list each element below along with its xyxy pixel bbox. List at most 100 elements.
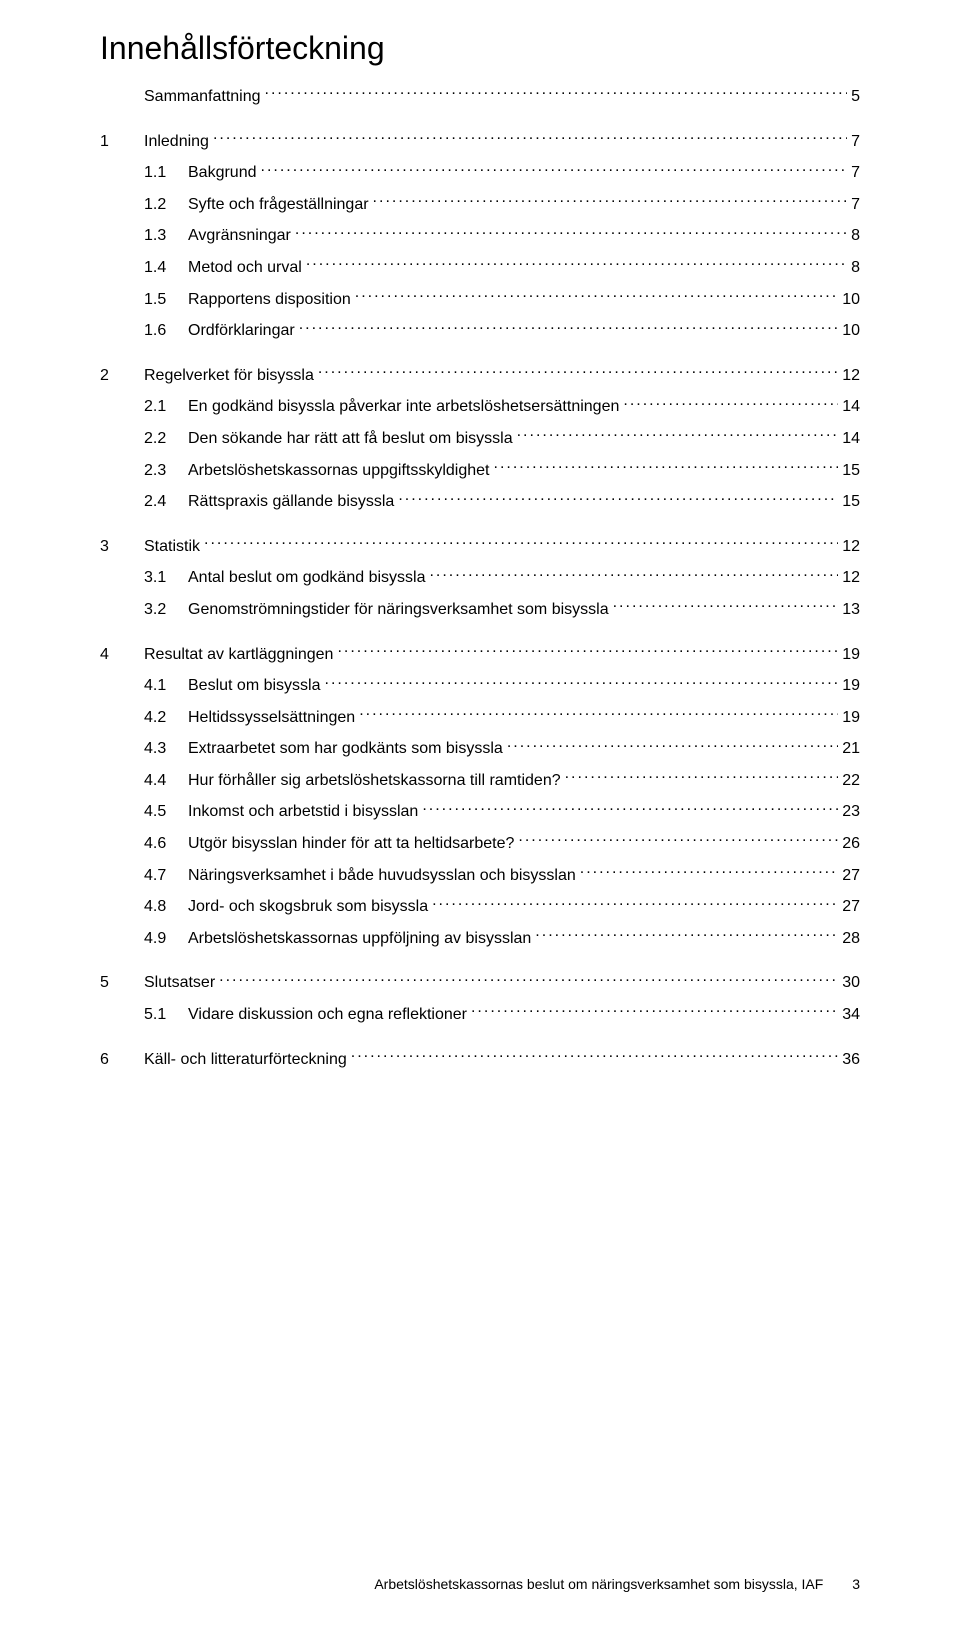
toc-leader-dots [373, 193, 848, 209]
toc-leader-dots [299, 319, 839, 335]
toc-page-number: 15 [842, 460, 860, 482]
table-of-contents: Sammanfattning51Inledning71.1Bakgrund71.… [100, 85, 860, 1070]
toc-page-number: 7 [851, 131, 860, 153]
toc-page-number: 19 [842, 675, 860, 697]
toc-number: 3.1 [144, 567, 188, 589]
toc-label: Hur förhåller sig arbetslöshetskassorna … [188, 770, 561, 792]
toc-number: 2 [100, 365, 144, 387]
toc-label: Ordförklaringar [188, 320, 295, 342]
toc-leader-dots [432, 895, 838, 911]
footer: Arbetslöshetskassornas beslut om närings… [374, 1576, 860, 1592]
toc-page-number: 7 [851, 194, 860, 216]
toc-row: 2.4Rättspraxis gällande bisyssla15 [100, 490, 860, 513]
toc-page-number: 36 [842, 1049, 860, 1071]
toc-label: Arbetslöshetskassornas uppgiftsskyldighe… [188, 460, 490, 482]
toc-page-number: 27 [842, 865, 860, 887]
toc-label: Jord- och skogsbruk som bisyssla [188, 896, 428, 918]
toc-row: 4.1Beslut om bisyssla 19 [100, 674, 860, 697]
toc-leader-dots [204, 535, 838, 551]
toc-leader-dots [494, 459, 839, 475]
toc-row: 4.8Jord- och skogsbruk som bisyssla 27 [100, 895, 860, 918]
toc-leader-dots [565, 769, 839, 785]
toc-section-group: 4Resultat av kartläggningen19 4.1Beslut o… [100, 643, 860, 950]
toc-leader-dots [355, 288, 838, 304]
toc-label: Extraarbetet som har godkänts som bisyss… [188, 738, 503, 760]
toc-label: Beslut om bisyssla [188, 675, 321, 697]
toc-number: 1.6 [144, 320, 188, 342]
toc-page-number: 19 [842, 707, 860, 729]
toc-number: 2.1 [144, 396, 188, 418]
toc-row: 1.5Rapportens disposition10 [100, 288, 860, 311]
toc-page-number: 8 [851, 225, 860, 247]
toc-page-number: 22 [842, 770, 860, 792]
toc-leader-dots [398, 490, 838, 506]
toc-leader-dots [325, 674, 839, 690]
toc-page-number: 27 [842, 896, 860, 918]
toc-number: 5.1 [144, 1004, 188, 1026]
toc-leader-dots [518, 832, 838, 848]
toc-label: Slutsatser [144, 972, 215, 994]
toc-page-number: 23 [842, 801, 860, 823]
toc-number: 3 [100, 536, 144, 558]
toc-label: Syfte och frågeställningar [188, 194, 369, 216]
toc-row: 3.2Genomströmningstider för näringsverks… [100, 598, 860, 621]
toc-leader-dots [507, 737, 838, 753]
toc-leader-dots [265, 85, 848, 101]
toc-leader-dots [295, 224, 847, 240]
toc-row: 1.3Avgränsningar 8 [100, 224, 860, 247]
toc-row: 4.5Inkomst och arbetstid i bisysslan23 [100, 800, 860, 823]
toc-leader-dots [213, 130, 847, 146]
toc-label: Genomströmningstider för näringsverksamh… [188, 599, 609, 621]
toc-page-number: 14 [842, 396, 860, 418]
toc-page-number: 34 [842, 1004, 860, 1026]
toc-page-number: 26 [842, 833, 860, 855]
toc-label: Rapportens disposition [188, 289, 351, 311]
toc-leader-dots [580, 864, 838, 880]
toc-section-group: 2Regelverket för bisyssla122.1En godkänd… [100, 364, 860, 513]
toc-section-group: Sammanfattning5 [100, 85, 860, 108]
toc-page-number: 19 [842, 644, 860, 666]
toc-row: 1.4Metod och urval8 [100, 256, 860, 279]
toc-row: 5Slutsatser 30 [100, 971, 860, 994]
toc-label: Rättspraxis gällande bisyssla [188, 491, 394, 513]
toc-number: 6 [100, 1049, 144, 1071]
toc-row: 4.2Heltidssysselsättningen19 [100, 706, 860, 729]
toc-label: Statistik [144, 536, 200, 558]
toc-section-group: 6Käll- och litteraturförteckning36 [100, 1048, 860, 1071]
toc-leader-dots [261, 161, 848, 177]
toc-page-number: 12 [842, 536, 860, 558]
toc-page-number: 8 [851, 257, 860, 279]
toc-row: 3Statistik 12 [100, 535, 860, 558]
toc-number: 4.6 [144, 833, 188, 855]
toc-number: 4.1 [144, 675, 188, 697]
toc-row: 4Resultat av kartläggningen19 [100, 643, 860, 666]
toc-page-number: 7 [851, 162, 860, 184]
toc-number: 5 [100, 972, 144, 994]
toc-number: 3.2 [144, 599, 188, 621]
toc-leader-dots [337, 643, 838, 659]
toc-number: 1 [100, 131, 144, 153]
toc-section-group: 1Inledning71.1Bakgrund71.2Syfte och fråg… [100, 130, 860, 342]
toc-row: 1.6Ordförklaringar10 [100, 319, 860, 342]
toc-page-number: 12 [842, 567, 860, 589]
toc-leader-dots [306, 256, 847, 272]
toc-number: 4.3 [144, 738, 188, 760]
toc-number: 4.8 [144, 896, 188, 918]
toc-label: Inkomst och arbetstid i bisysslan [188, 801, 418, 823]
toc-leader-dots [429, 566, 838, 582]
toc-label: Regelverket för bisyssla [144, 365, 314, 387]
toc-label: Bakgrund [188, 162, 257, 184]
toc-leader-dots [613, 598, 839, 614]
toc-leader-dots [351, 1048, 838, 1064]
toc-label: Sammanfattning [144, 86, 261, 108]
toc-label: Heltidssysselsättningen [188, 707, 355, 729]
toc-page-number: 28 [842, 928, 860, 950]
toc-page-number: 30 [842, 972, 860, 994]
toc-row: Sammanfattning5 [100, 85, 860, 108]
footer-page-number: 3 [852, 1576, 860, 1592]
toc-page-number: 10 [842, 289, 860, 311]
toc-label: Metod och urval [188, 257, 302, 279]
toc-label: Avgränsningar [188, 225, 291, 247]
toc-number: 1.1 [144, 162, 188, 184]
toc-number: 1.3 [144, 225, 188, 247]
